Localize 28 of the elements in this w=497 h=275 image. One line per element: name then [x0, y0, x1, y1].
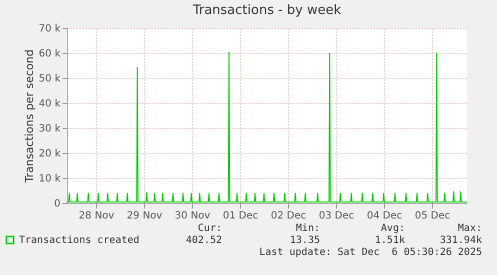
text: Cur: [198, 223, 222, 234]
text: 402.52 [186, 235, 222, 246]
y-axis-title: Transactions per second [22, 49, 36, 184]
y-tick-label: 40 k [38, 98, 61, 110]
x-tick-label: 01 Dec [222, 210, 258, 222]
y-tick-label: 60 k [38, 48, 61, 60]
text: Max: [458, 223, 482, 234]
text: 1.51k [374, 235, 405, 246]
legend-label: Transactions created [19, 235, 140, 246]
y-tick-label: 0 [54, 198, 60, 210]
text: 13.35 [290, 235, 320, 246]
y-tick-label: 70 k [38, 24, 61, 34]
x-tick-label: 30 Nov [174, 210, 210, 222]
x-tick-label: 03 Dec [318, 210, 354, 222]
x-tick-label: 28 Nov [78, 210, 114, 222]
y-tick-label: 20 k [38, 148, 61, 160]
text: Last update: Sat Dec 6 05:30:26 2025 [259, 247, 482, 258]
y-tick-label: 30 k [38, 124, 61, 134]
x-tick-label: 04 Dec [366, 210, 402, 222]
x-tick-label: 05 Dec [414, 210, 450, 222]
y-tick-label: 50 k [38, 74, 61, 84]
text: Avg: [380, 223, 405, 234]
text: Min: [296, 223, 320, 234]
chart-title: Transactions - by week [192, 3, 342, 18]
x-tick-label: 02 Dec [270, 210, 306, 222]
y-tick-label: 10 k [38, 174, 61, 184]
x-tick-label: 29 Nov [126, 210, 162, 222]
text: 331.94k [440, 235, 482, 246]
